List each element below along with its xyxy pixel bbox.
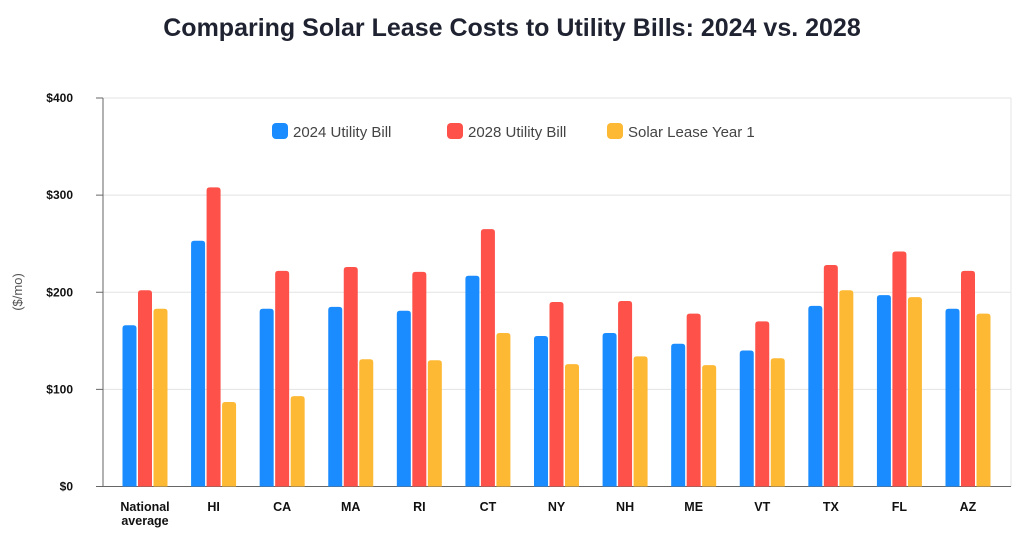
x-tick-label: National: [120, 500, 169, 514]
x-tick-label: CT: [480, 500, 497, 514]
x-tick-label: AZ: [960, 500, 977, 514]
legend-swatch: [272, 123, 288, 139]
x-tick-label: average: [121, 514, 168, 528]
x-tick-label: RI: [413, 500, 426, 514]
bar-solar-lease-year-1: [496, 333, 511, 487]
x-tick-label: NY: [548, 500, 566, 514]
legend-label: Solar Lease Year 1: [628, 124, 755, 141]
bar-2024-utility-bill: [396, 310, 411, 487]
bar-solar-lease-year-1: [222, 402, 237, 487]
bar-solar-lease-year-1: [839, 290, 854, 487]
chart-title: Comparing Solar Lease Costs to Utility B…: [163, 14, 861, 42]
legend-label: 2024 Utility Bill: [293, 124, 391, 141]
bar-2024-utility-bill: [259, 308, 274, 487]
legend-swatch: [447, 123, 463, 139]
bar-2024-utility-bill: [191, 240, 206, 487]
bar-2028-utility-bill: [206, 187, 221, 487]
bar-2028-utility-bill: [275, 270, 290, 487]
x-tick-label: VT: [754, 500, 770, 514]
bar-2024-utility-bill: [739, 350, 754, 487]
bar-2028-utility-bill: [138, 290, 152, 487]
x-tick-label: HI: [207, 500, 220, 514]
bar-2024-utility-bill: [945, 308, 960, 487]
bar-2024-utility-bill: [671, 343, 686, 487]
bar-solar-lease-year-1: [907, 297, 922, 487]
bar-solar-lease-year-1: [633, 356, 648, 487]
y-tick-label: $100: [46, 382, 73, 396]
y-axis-label: ($/mo): [10, 273, 25, 311]
bar-2028-utility-bill: [961, 270, 975, 487]
bar-2024-utility-bill: [876, 295, 891, 487]
bar-2028-utility-bill: [343, 266, 358, 487]
x-tick-label: MA: [341, 500, 360, 514]
x-tick-label: ME: [684, 500, 703, 514]
bar-2028-utility-bill: [686, 313, 701, 487]
legend-label: 2028 Utility Bill: [468, 124, 566, 141]
bar-2028-utility-bill: [618, 300, 633, 487]
y-tick-label: $300: [46, 188, 73, 202]
bar-2024-utility-bill: [122, 325, 137, 487]
bar-2024-utility-bill: [602, 333, 617, 487]
bar-2024-utility-bill: [328, 306, 343, 487]
bar-solar-lease-year-1: [770, 358, 785, 487]
bar-2028-utility-bill: [412, 271, 427, 487]
bar-solar-lease-year-1: [702, 365, 717, 487]
bar-2028-utility-bill: [755, 321, 770, 487]
bar-2024-utility-bill: [808, 305, 823, 487]
bar-2028-utility-bill: [892, 251, 907, 487]
bar-solar-lease-year-1: [153, 308, 168, 487]
bar-solar-lease-year-1: [290, 396, 305, 487]
bar-solar-lease-year-1: [565, 364, 579, 487]
x-tick-label: NH: [616, 500, 634, 514]
bar-2028-utility-bill: [480, 229, 495, 487]
bar-solar-lease-year-1: [976, 313, 991, 487]
bar-solar-lease-year-1: [427, 360, 442, 487]
x-tick-label: FL: [892, 500, 908, 514]
bar-2024-utility-bill: [465, 275, 480, 487]
x-tick-label: TX: [823, 500, 840, 514]
bar-solar-lease-year-1: [359, 359, 374, 487]
y-tick-label: $400: [46, 91, 73, 105]
y-tick-label: $0: [60, 480, 74, 494]
bar-2024-utility-bill: [534, 335, 548, 487]
bar-2028-utility-bill: [823, 265, 838, 487]
bar-2028-utility-bill: [549, 301, 564, 487]
legend-swatch: [607, 123, 623, 139]
y-tick-label: $200: [46, 285, 73, 299]
x-tick-label: CA: [273, 500, 291, 514]
